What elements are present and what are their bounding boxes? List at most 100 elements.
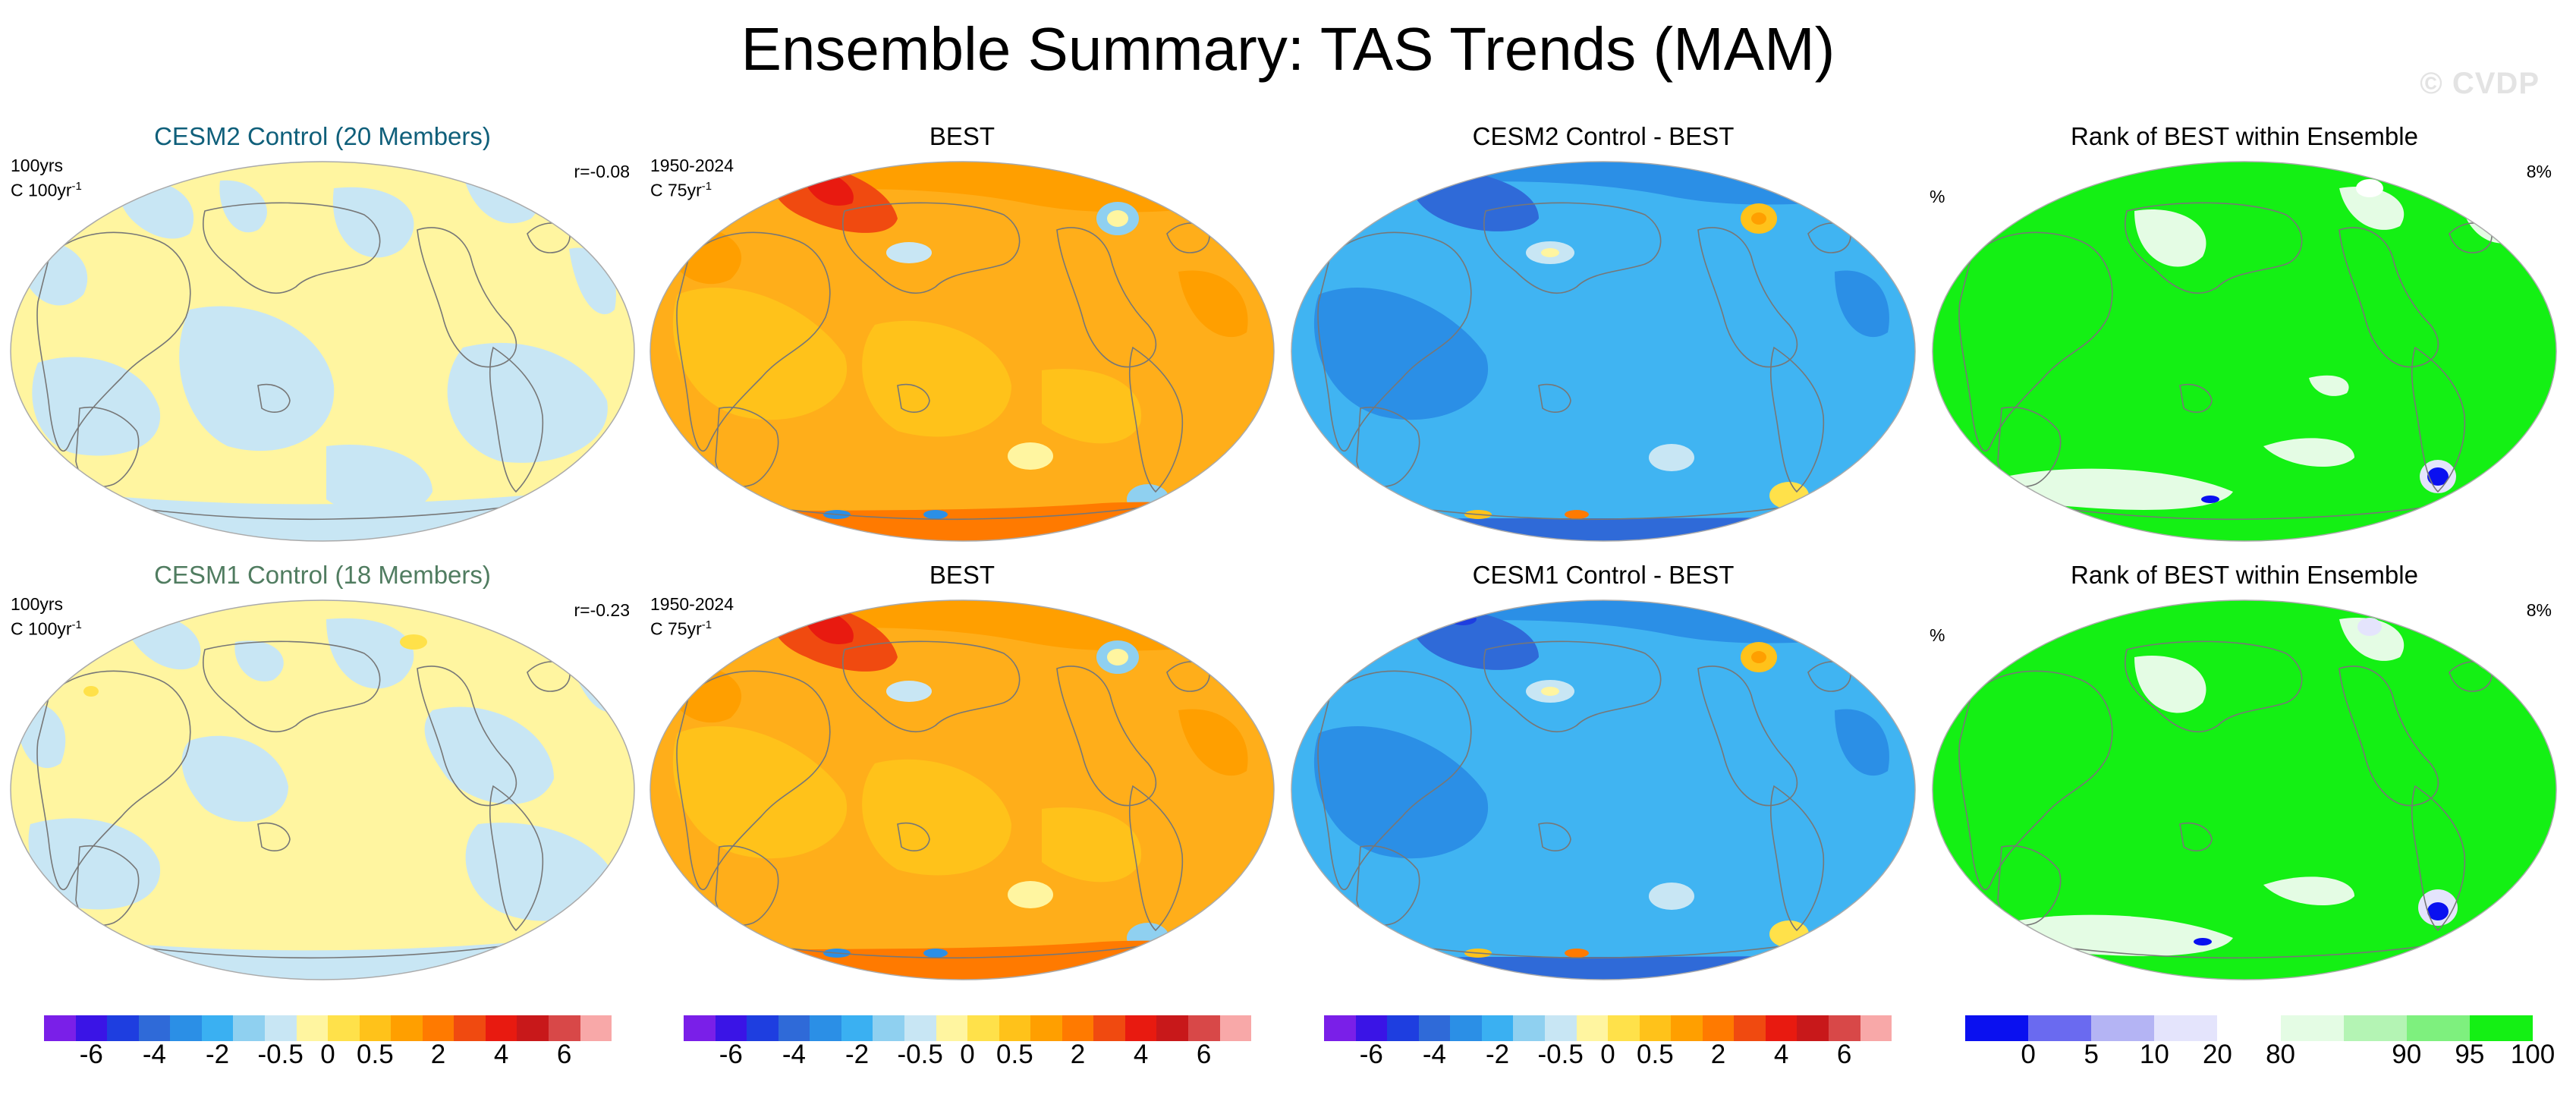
colorbar-tick-label: 100 [2510,1040,2556,1069]
colorbar-tick-label: -6 [79,1040,103,1069]
colorbar-tick-label: 4 [1773,1040,1789,1069]
colorbar-box [904,1015,936,1041]
colorbar-box [2280,1015,2344,1041]
colorbar-box [2343,1015,2407,1041]
colorbar-box [549,1015,580,1041]
colorbar-tick-label: -4 [142,1040,166,1069]
colorbar-tick-label: 0.5 [357,1040,394,1069]
correlation-label: r=-0.08 [574,162,630,181]
colorbar-box [2469,1015,2533,1041]
colorbar-tick-label: 0 [2021,1040,2036,1069]
colorbar-box [1702,1015,1735,1041]
panel-obs-row2: BEST 1950-2024 C 75yr-1 [647,560,1277,985]
panel-title: BEST [929,561,995,589]
colorbar-box [1418,1015,1451,1041]
panel-title: CESM2 Control - BEST [1472,122,1735,150]
colorbar-tick-label: 0 [1600,1040,1615,1069]
colorbar-box [201,1015,234,1041]
colorbar-box [1093,1015,1125,1041]
trend-colorbar-1 [44,1015,612,1041]
colorbar-box [170,1015,202,1041]
colorbar-tick-label: -4 [782,1040,806,1069]
panel-ensemble-row2: CESM1 Control (18 Members) 100yrs C 100y… [8,560,637,985]
colorbar-tick-label: 0 [960,1040,975,1069]
colorbar-box [747,1015,778,1041]
trend-map [10,161,635,542]
colorbar-box [1639,1015,1672,1041]
rank-colorbar [1965,1015,2533,1041]
colorbar-tick-label: 2 [1710,1040,1726,1069]
panel-ensemble-row1: CESM2 Control (20 Members) 100yrs C 100y… [8,121,637,546]
colorbar-box [454,1015,486,1041]
colorbar-tick-label: -0.5 [257,1040,304,1069]
colorbar-box [1450,1015,1482,1041]
cvdp-watermark: © CVDP [2420,67,2540,100]
colorbar-box [2406,1015,2470,1041]
colorbar-tick-label: 0.5 [996,1040,1033,1069]
colorbar-box [1124,1015,1157,1041]
colorbar-box [517,1015,549,1041]
colorbar-box [999,1015,1031,1041]
colorbar-tick-label: 95 [2455,1040,2485,1069]
colorbar-box [1030,1015,1062,1041]
trend-colorbar-2 [684,1015,1252,1041]
panel-title: BEST [929,122,995,150]
years-label: 100yrs C 100yr-1 [11,156,82,200]
colorbar-tick-label: 80 [2266,1040,2296,1069]
colorbar-box [138,1015,171,1041]
percent-label: % [1930,187,1945,206]
panel-diff-row2: CESM1 Control - BEST [1288,560,1918,985]
colorbar-tick-label: -6 [1359,1040,1383,1069]
colorbar-box [1765,1015,1798,1041]
colorbar-box [778,1015,810,1041]
colorbar-tick-label: 0 [320,1040,335,1069]
years-label: 100yrs C 100yr-1 [11,594,82,639]
colorbar-box [1734,1015,1766,1041]
trend-map [650,599,1275,980]
colorbar-box [1188,1015,1220,1041]
panel-title: CESM1 Control (18 Members) [154,561,491,589]
colorbar-tick-label: 4 [493,1040,509,1069]
colorbar-tick-label: -2 [205,1040,230,1069]
colorbar-box [1544,1015,1577,1041]
colorbar-box [1965,1015,2029,1041]
percent-label: % [1930,625,1945,645]
colorbar-box [1355,1015,1388,1041]
trend-colorbar-3 [1324,1015,1892,1041]
trend-map [650,161,1275,542]
colorbar-box [684,1015,716,1041]
trend-map [10,599,635,980]
rank-map [1932,599,2557,980]
trend-map [1291,599,1916,980]
colorbar-box [936,1015,968,1041]
rank-map [1932,161,2557,542]
colorbar-box [1608,1015,1640,1041]
colorbar-box [296,1015,329,1041]
colorbar-tick-label: -2 [845,1040,870,1069]
colorbar-box [1513,1015,1545,1041]
colorbar-tick-label: 6 [556,1040,572,1069]
colorbar-tick-label: 10 [2139,1040,2169,1069]
colorbar-box [422,1015,454,1041]
colorbar-tick-label: -0.5 [897,1040,943,1069]
colorbar-box [264,1015,297,1041]
panel-obs-row1: BEST 1950-2024 C 75yr-1 [647,121,1277,546]
panel-diff-row1: CESM2 Control - BEST [1288,121,1918,546]
colorbar-tick-label: 6 [1836,1040,1852,1069]
figure-title: Ensemble Summary: TAS Trends (MAM) [741,15,1835,83]
colorbar-box [75,1015,108,1041]
trend-map [1291,161,1916,542]
years-label: 1950-2024 C 75yr-1 [650,156,734,200]
colorbar-box [1576,1015,1609,1041]
colorbar-box [1860,1015,1892,1041]
colorbar-box [841,1015,873,1041]
colorbar-tick-label: 0.5 [1637,1040,1674,1069]
colorbar-box [1156,1015,1188,1041]
colorbar-box [1219,1015,1252,1041]
colorbar-box [1797,1015,1829,1041]
panel-title: Rank of BEST within Ensemble [2071,122,2418,150]
colorbar-box [1324,1015,1356,1041]
percent-value: 8% [2526,600,2552,620]
colorbar-box [1671,1015,1703,1041]
colorbar-box [810,1015,841,1041]
